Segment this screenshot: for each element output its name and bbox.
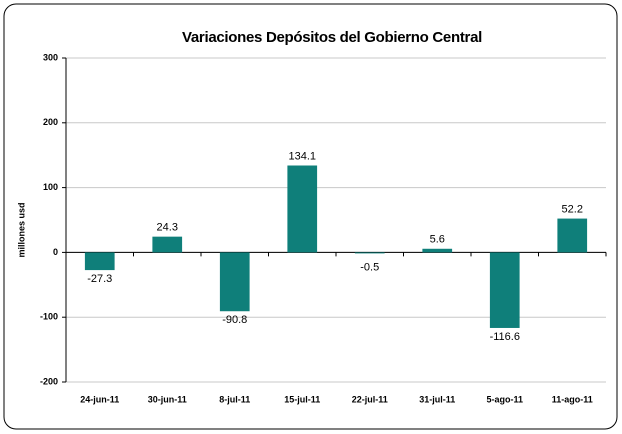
- bar: [422, 248, 453, 253]
- value-label: -90.8: [222, 314, 247, 326]
- x-tick-label: 24-jun-11: [80, 394, 119, 404]
- value-label: 52.2: [562, 203, 583, 215]
- chart-title: Variaciones Depósitos del Gobierno Centr…: [182, 29, 482, 46]
- x-tick-label: 30-jun-11: [148, 394, 187, 404]
- bar: [489, 252, 520, 328]
- y-axis-label: millones usd: [16, 202, 26, 257]
- bar: [287, 165, 318, 253]
- y-tick-label: 200: [43, 117, 58, 127]
- y-tick-label: 100: [43, 182, 58, 192]
- bar: [354, 252, 385, 254]
- value-label: -116.6: [490, 331, 520, 343]
- bar: [152, 236, 183, 253]
- y-tick-label: 0: [53, 247, 58, 257]
- y-tick-label: -200: [40, 376, 58, 386]
- value-label: -27.3: [87, 273, 112, 285]
- value-label: 5.6: [430, 234, 445, 246]
- x-tick-label: 5-ago-11: [486, 394, 523, 404]
- value-label: 24.3: [157, 222, 178, 234]
- bar: [557, 218, 588, 253]
- y-tick-label: 300: [43, 52, 58, 62]
- x-tick-label: 31-jul-11: [419, 394, 455, 404]
- x-tick-label: 15-jul-11: [284, 394, 320, 404]
- value-label: 134.1: [288, 150, 316, 162]
- x-tick-label: 8-jul-11: [219, 394, 250, 404]
- x-tick-label: 22-jul-11: [352, 394, 388, 404]
- bar: [219, 252, 250, 312]
- y-tick-label: -100: [40, 312, 58, 322]
- bar: [84, 252, 115, 271]
- value-label: -0.5: [360, 261, 379, 273]
- x-tick-label: 11-ago-11: [552, 394, 593, 404]
